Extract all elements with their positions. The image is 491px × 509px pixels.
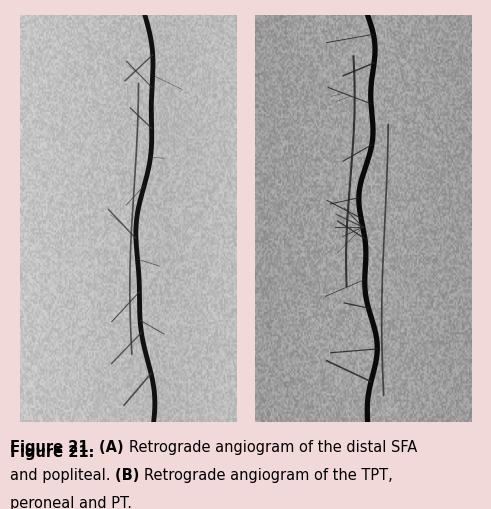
Text: A: A <box>34 46 49 66</box>
Text: B: B <box>270 46 285 66</box>
Text: Right: Right <box>30 163 63 173</box>
Text: Right: Right <box>261 56 294 66</box>
Text: (B): (B) <box>115 468 144 483</box>
Text: and popliteal.: and popliteal. <box>10 468 115 483</box>
Text: Retrograde angiogram of the distal SFA: Retrograde angiogram of the distal SFA <box>129 440 417 455</box>
Text: (A): (A) <box>99 440 129 455</box>
Text: Figure 21.: Figure 21. <box>10 440 99 455</box>
Text: Figure 21.: Figure 21. <box>10 445 99 460</box>
Text: peroneal and PT.: peroneal and PT. <box>10 496 132 509</box>
Text: Retrograde angiogram of the TPT,: Retrograde angiogram of the TPT, <box>144 468 393 483</box>
